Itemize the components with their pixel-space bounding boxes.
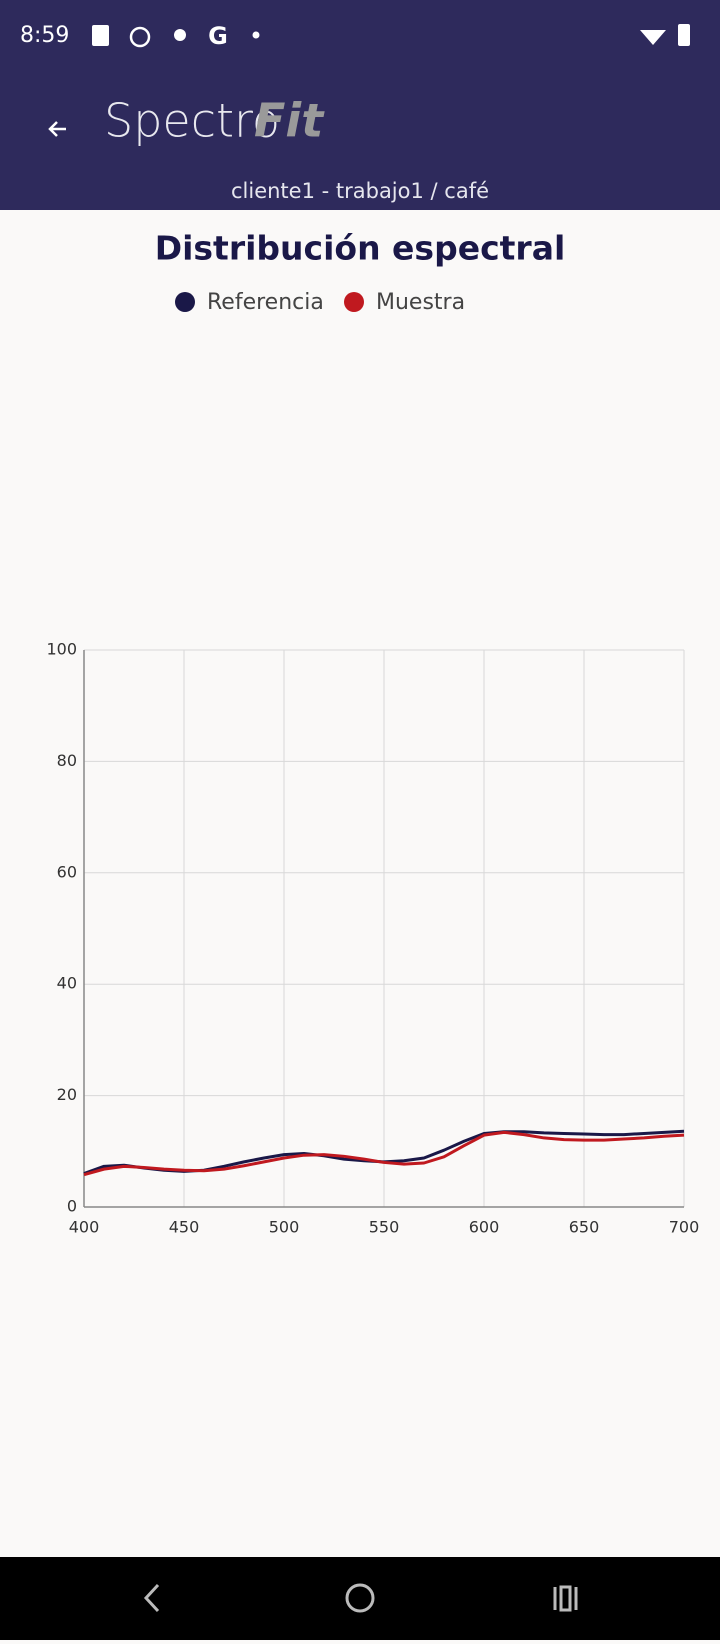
y-tick-label: 40 [57,974,77,993]
y-tick-label: 60 [57,862,77,881]
nav-bar [0,1557,720,1640]
nav-back[interactable] [143,1583,160,1613]
x-tick-label: 700 [669,1218,700,1237]
status-icons: G [92,22,690,50]
legend-marker [175,292,195,312]
x-tick-label: 450 [169,1218,200,1237]
series-line [83,1130,685,1177]
legend-label: Muestra [376,290,465,315]
y-tick-label: 20 [57,1085,77,1104]
legend-label: Referencia [207,290,324,315]
svg-text:G: G [208,22,228,50]
y-tick-label: 80 [57,751,77,770]
legend-marker [344,292,364,312]
x-tick-label: 500 [269,1218,300,1237]
logo-light: Spectro [104,94,280,148]
subtitle: cliente1 - trabajo1 / café [231,179,489,203]
status-time: 8:59 [20,23,69,48]
logo-bold: Fit [254,94,325,148]
y-tick-label: 0 [67,1197,77,1216]
back-button[interactable] [48,121,66,137]
nav-home[interactable] [345,1583,375,1613]
app-bar [0,0,720,210]
nav-recents[interactable] [553,1585,578,1612]
x-tick-label: 550 [369,1218,400,1237]
x-tick-label: 650 [569,1218,600,1237]
x-tick-label: 600 [469,1218,500,1237]
chart-title: Distribución espectral [155,229,566,268]
y-tick-label: 100 [46,640,77,659]
x-tick-label: 400 [69,1218,100,1237]
